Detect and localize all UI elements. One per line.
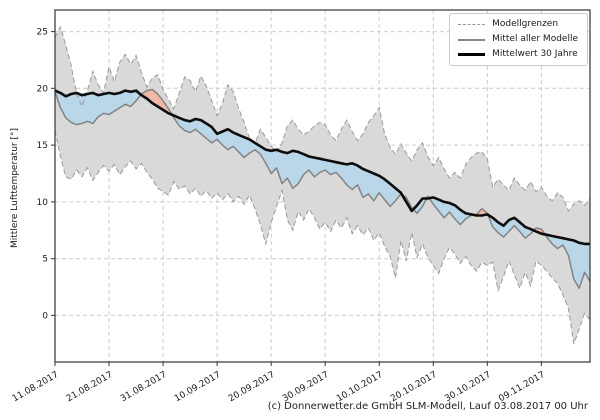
legend-label-mean30: Mittelwert 30 Jahre — [492, 49, 578, 59]
x-tick-label: 21.08.2017 — [65, 370, 115, 404]
y-tick-label: 20 — [37, 84, 49, 94]
black-line-swatch-icon — [458, 53, 486, 56]
model-range-upper-bound — [54, 25, 591, 212]
model-range-lower-bound — [54, 130, 591, 344]
legend-item-model-bounds: Modellgrenzen — [458, 19, 578, 30]
x-tick-label: 20.09.2017 — [227, 370, 277, 404]
x-tick-label: 10.09.2017 — [173, 370, 223, 404]
y-tick-label: 5 — [42, 255, 48, 265]
model-range-band — [55, 27, 590, 344]
y-tick-label: 15 — [37, 141, 48, 151]
x-tick-label: 10.10.2017 — [335, 370, 385, 404]
y-tick-label: 10 — [37, 198, 49, 208]
legend-item-mean30: Mittelwert 30 Jahre — [458, 49, 578, 60]
x-tick-label: 20.10.2017 — [389, 370, 439, 404]
x-tick-label: 09.11.2017 — [497, 370, 547, 404]
model-mean-line — [54, 88, 591, 289]
copyright-text: (c) Donnerwetter.de GmbH SLM-Modell, Lau… — [267, 401, 588, 412]
mean30-line — [54, 89, 590, 246]
y-tick-label: 25 — [37, 28, 48, 38]
x-tick-label: 30.10.2017 — [443, 370, 493, 404]
legend-label-model-mean: Mittel aller Modelle — [492, 34, 578, 44]
y-tick-label: 0 — [42, 311, 48, 321]
plot-frame — [54, 9, 591, 363]
x-tick-label: 11.08.2017 — [11, 370, 61, 404]
dashed-line-swatch-icon — [458, 24, 486, 25]
x-tick-label: 31.08.2017 — [119, 370, 169, 404]
y-axis-title: Mittlere Lufttemperatur [°] — [10, 128, 20, 248]
legend-label-model-bounds: Modellgrenzen — [492, 19, 559, 29]
gray-line-swatch-icon — [458, 38, 486, 41]
legend-item-model-mean: Mittel aller Modelle — [458, 34, 578, 45]
below-normal-fill — [55, 90, 590, 289]
legend: Modellgrenzen Mittel aller Modelle Mitte… — [449, 13, 588, 66]
x-tick-label: 30.09.2017 — [281, 370, 331, 404]
